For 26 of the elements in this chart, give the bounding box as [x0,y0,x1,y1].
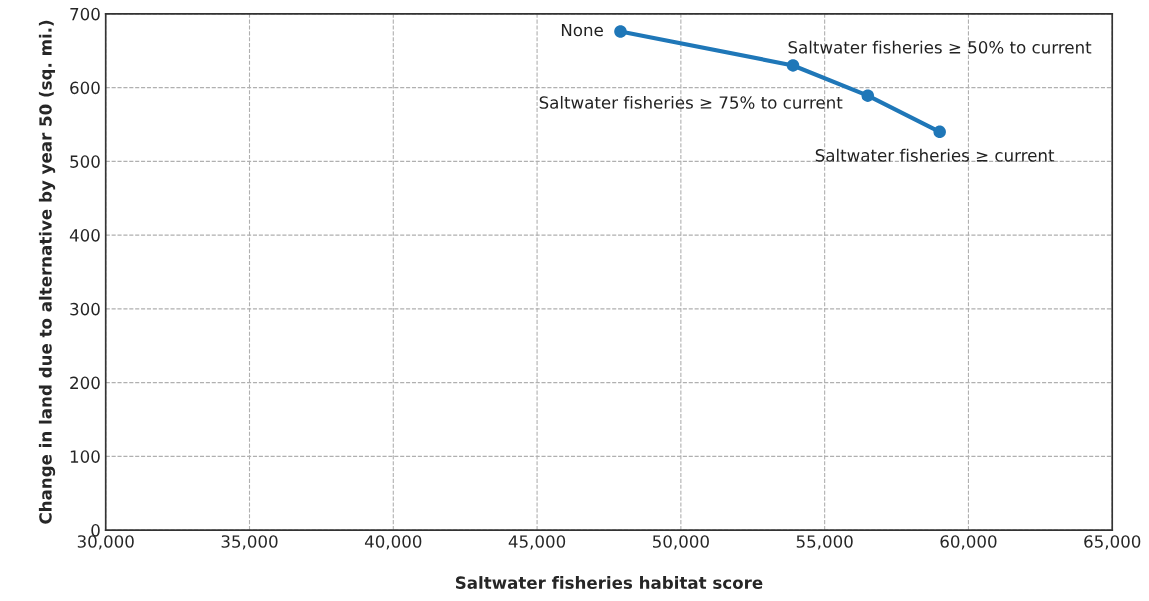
x-tick-label: 60,000 [940,535,997,550]
x-axis-title: Saltwater fisheries habitat score [455,576,763,589]
y-tick-label: 300 [70,302,100,316]
point [614,25,627,38]
y-tick-label: 200 [70,376,100,390]
y-tick-label: 700 [70,7,100,21]
annotation: Saltwater fisheries ≥ 50% to current [788,40,1092,54]
y-tick-label: 600 [70,81,100,95]
x-tick-label: 55,000 [796,535,853,550]
x-tick-label: 35,000 [221,535,278,550]
point [933,125,946,139]
y-tick-label: 400 [69,229,100,242]
x-tick-label: 30,000 [77,535,134,550]
annotation: Saltwater fisheries ≥ current [815,148,1055,162]
x-tick-label: 40,000 [364,535,422,550]
y-axis-title: Change in land due to alternative by year 50 (sq. mi.) [38,20,56,524]
y-tick-label: 500 [70,155,100,168]
point [786,59,800,72]
annotation: Saltwater fisheries ≥ 75% to current [539,95,843,109]
x-tick-label: 50,000 [652,535,709,550]
x-tick-label: 45,000 [508,535,566,550]
x-tick-label: 65,000 [1084,535,1141,550]
y-tick-label: 0 [91,524,100,537]
point [861,89,875,102]
y-tick-label: 100 [70,450,100,463]
annotation: None [561,23,603,37]
